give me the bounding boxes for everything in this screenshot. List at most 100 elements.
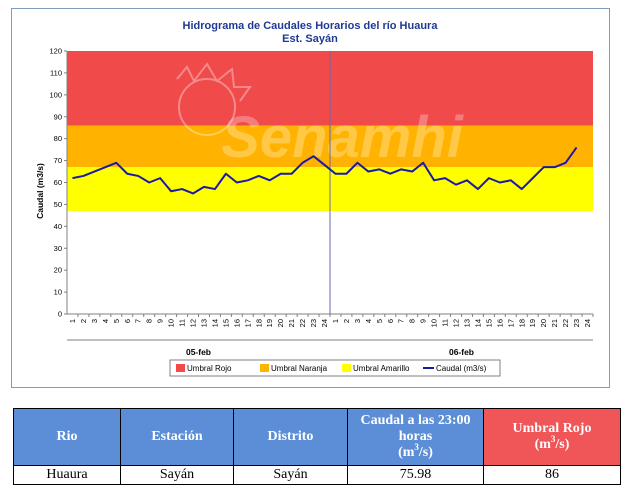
watermark-text: Senamhi bbox=[221, 105, 465, 170]
x-tick-label: 22 bbox=[298, 319, 307, 327]
header-caudal: Caudal a las 23:00 horas (m3/s) bbox=[347, 408, 484, 466]
x-tick-label: 15 bbox=[221, 319, 230, 327]
x-tick-label: 15 bbox=[484, 319, 493, 327]
y-tick-label: 40 bbox=[54, 222, 62, 231]
x-tick-label: 2 bbox=[342, 319, 351, 323]
x-tick-label: 9 bbox=[156, 319, 165, 323]
y-tick-label: 20 bbox=[54, 266, 62, 275]
x-tick-label: 4 bbox=[101, 319, 110, 323]
sun-logo-watermark bbox=[176, 62, 252, 136]
series-line-0 bbox=[72, 146, 578, 195]
header-umbral-unit-b: /s) bbox=[555, 437, 570, 452]
x-tick-label: 9 bbox=[419, 319, 428, 323]
x-tick-label: 5 bbox=[112, 319, 121, 323]
x-tick-label: 2 bbox=[79, 319, 88, 323]
x-tick-label: 8 bbox=[145, 319, 154, 323]
x-tick-label: 19 bbox=[528, 319, 537, 327]
y-tick-label: 100 bbox=[49, 90, 62, 99]
y-ticks: 0 10 20 30 40 50 60 70 80 90 100 110 120 bbox=[49, 47, 67, 319]
x-tick-label: 12 bbox=[189, 319, 198, 327]
x-tick-label: 16 bbox=[232, 319, 241, 327]
header-caudal-unit-a: (m bbox=[398, 445, 415, 460]
x-tick-label: 14 bbox=[473, 319, 482, 327]
header-caudal-unit-exp: 3 bbox=[414, 442, 419, 452]
x-tick-label: 13 bbox=[462, 319, 471, 327]
header-caudal-label: Caudal a las 23:00 horas bbox=[360, 413, 471, 444]
x-tick-label: 24 bbox=[320, 319, 329, 327]
day-label: 05-feb bbox=[186, 347, 211, 357]
cell-caudal: 75.98 bbox=[347, 465, 484, 485]
legend-label: Caudal (m3/s) bbox=[436, 364, 487, 373]
legend-label: Umbral Amarillo bbox=[353, 364, 410, 373]
x-tick-label: 1 bbox=[68, 319, 77, 323]
header-caudal-unit-b: /s) bbox=[418, 445, 433, 460]
x-tick-label: 10 bbox=[430, 319, 439, 327]
cell-rio: Huaura bbox=[13, 465, 121, 485]
x-tick-label: 1 bbox=[331, 319, 340, 323]
y-axis-title: Caudal (m3/s) bbox=[35, 163, 45, 219]
series-layer bbox=[72, 146, 578, 195]
chart-subtitle: Est. Sayán bbox=[282, 33, 338, 45]
x-tick-label: 18 bbox=[517, 319, 526, 327]
x-tick-label: 11 bbox=[441, 319, 450, 327]
x-tick-label: 23 bbox=[572, 319, 581, 327]
x-tick-label: 21 bbox=[287, 319, 296, 327]
table-header-row: Rio Estación Distrito Caudal a las 23:00… bbox=[13, 408, 621, 466]
x-tick-label: 23 bbox=[309, 319, 318, 327]
x-tick-label: 20 bbox=[539, 319, 548, 327]
header-umbral-rojo: Umbral Rojo (m3/s) bbox=[483, 408, 621, 466]
chart-frame: Hidrograma de Caudales Horarios del río … bbox=[11, 8, 610, 388]
x-tick-label: 4 bbox=[364, 319, 373, 323]
x-tick-label: 22 bbox=[561, 319, 570, 327]
y-tick-label: 50 bbox=[54, 200, 62, 209]
x-tick-label: 8 bbox=[408, 319, 417, 323]
legend-swatch bbox=[342, 364, 351, 372]
header-umbral-label: Umbral Rojo bbox=[512, 421, 592, 436]
y-tick-label: 30 bbox=[54, 244, 62, 253]
y-tick-label: 70 bbox=[54, 156, 62, 165]
y-tick-label: 110 bbox=[50, 68, 62, 77]
header-rio: Rio bbox=[13, 408, 121, 466]
cell-estacion: Sayán bbox=[120, 465, 234, 485]
x-tick-label: 16 bbox=[495, 319, 504, 327]
x-tick-label: 19 bbox=[265, 319, 274, 327]
day-labels: 05-feb 06-feb bbox=[186, 347, 474, 357]
y-tick-label: 90 bbox=[54, 112, 62, 121]
x-tick-label: 6 bbox=[386, 319, 395, 323]
legend-swatch bbox=[176, 364, 185, 372]
y-tick-label: 60 bbox=[54, 178, 62, 187]
x-tick-label: 3 bbox=[90, 319, 99, 323]
x-tick-label: 24 bbox=[583, 319, 592, 327]
x-tick-label: 5 bbox=[375, 319, 384, 323]
x-tick-label: 18 bbox=[254, 319, 263, 327]
y-tick-label: 80 bbox=[54, 134, 62, 143]
x-tick-label: 17 bbox=[506, 319, 515, 327]
x-tick-label: 3 bbox=[353, 319, 362, 323]
x-tick-label: 13 bbox=[199, 319, 208, 327]
x-tick-label: 10 bbox=[167, 319, 176, 327]
x-tick-label: 6 bbox=[123, 319, 132, 323]
header-estacion: Estación bbox=[120, 408, 234, 466]
x-tick-label: 21 bbox=[550, 319, 559, 327]
y-tick-label: 10 bbox=[54, 288, 62, 297]
legend-label: Umbral Rojo bbox=[187, 364, 232, 373]
y-tick-label: 120 bbox=[49, 47, 62, 56]
y-tick-label: 0 bbox=[58, 310, 62, 319]
legend-label: Umbral Naranja bbox=[271, 364, 328, 373]
header-distrito: Distrito bbox=[233, 408, 348, 466]
cell-distrito: Sayán bbox=[233, 465, 348, 485]
x-tick-label: 17 bbox=[243, 319, 252, 327]
legend-swatch bbox=[260, 364, 269, 372]
station-info-table: Rio Estación Distrito Caudal a las 23:00… bbox=[13, 408, 621, 485]
x-tick-label: 12 bbox=[452, 319, 461, 327]
cell-umbral-rojo: 86 bbox=[483, 465, 621, 485]
hydrograph-chart: Hidrograma de Caudales Horarios del río … bbox=[35, 20, 594, 377]
x-tick-label: 20 bbox=[276, 319, 285, 327]
x-tick-label: 7 bbox=[397, 319, 406, 323]
x-tick-label: 14 bbox=[210, 319, 219, 327]
x-ticks: 1 2 3 4 5 6 7 8 9 10 11 12 13 14 15 16 17 18 19 20 21 22 23 24 1… bbox=[68, 314, 594, 327]
header-umbral-unit-exp: 3 bbox=[550, 434, 556, 444]
day-label: 06-feb bbox=[449, 347, 474, 357]
table-row: Huaura Sayán Sayán 75.98 86 bbox=[13, 465, 621, 485]
x-tick-label: 7 bbox=[134, 319, 143, 323]
